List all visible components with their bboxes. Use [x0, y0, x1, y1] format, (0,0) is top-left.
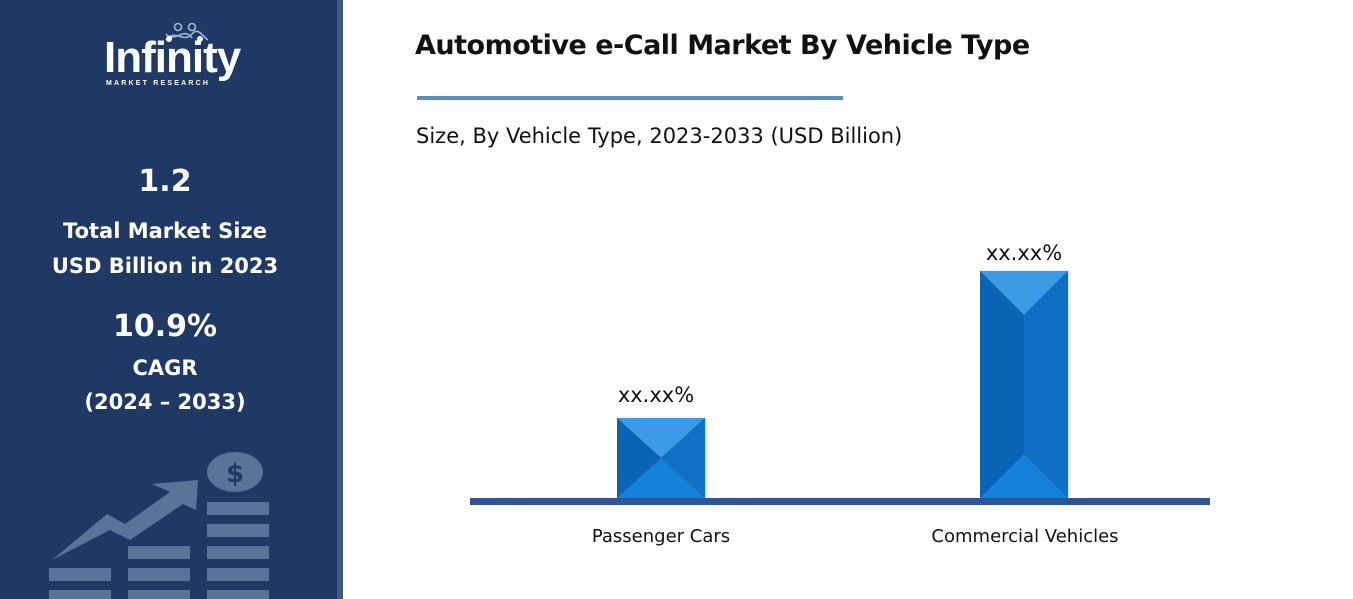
cagr-label: CAGR	[132, 356, 198, 380]
market-size-label-line1: Total Market Size	[63, 219, 267, 243]
x-axis-label: Passenger Cars	[591, 526, 731, 547]
x-axis-line	[470, 498, 1210, 505]
chart-subtitle: Size, By Vehicle Type, 2023-2033 (USD Bi…	[416, 124, 903, 148]
infinity-logo: Infinity MARKET RESEARCH	[100, 22, 241, 90]
bar-commercial-vehicles	[980, 271, 1068, 498]
chart-title: Automotive e-Call Market By Vehicle Type	[415, 30, 1030, 61]
sidebar-edge-stripe	[337, 0, 343, 599]
title-underline	[417, 96, 843, 100]
bar-value-label: xx.xx%	[617, 383, 695, 407]
svg-text:$: $	[226, 459, 244, 489]
logo-subtext: MARKET RESEARCH	[106, 80, 211, 87]
cagr-value: 10.9%	[112, 309, 218, 344]
market-size-label-line2: USD Billion in 2023	[51, 254, 279, 278]
bar-value-label: xx.xx%	[985, 241, 1063, 265]
sidebar-panel: Infinity MARKET RESEARCH 1.2 Total Marke…	[0, 0, 337, 599]
market-size-value: 1.2	[138, 164, 192, 199]
growth-chart-dollar-icon: $	[49, 452, 269, 599]
cagr-period: (2024 – 2033)	[84, 390, 246, 414]
logo-wordmark: Infinity	[104, 33, 241, 82]
x-axis-label: Commercial Vehicles	[931, 526, 1119, 547]
bar-passenger-cars	[617, 418, 705, 498]
logo-people-icon	[165, 22, 209, 42]
